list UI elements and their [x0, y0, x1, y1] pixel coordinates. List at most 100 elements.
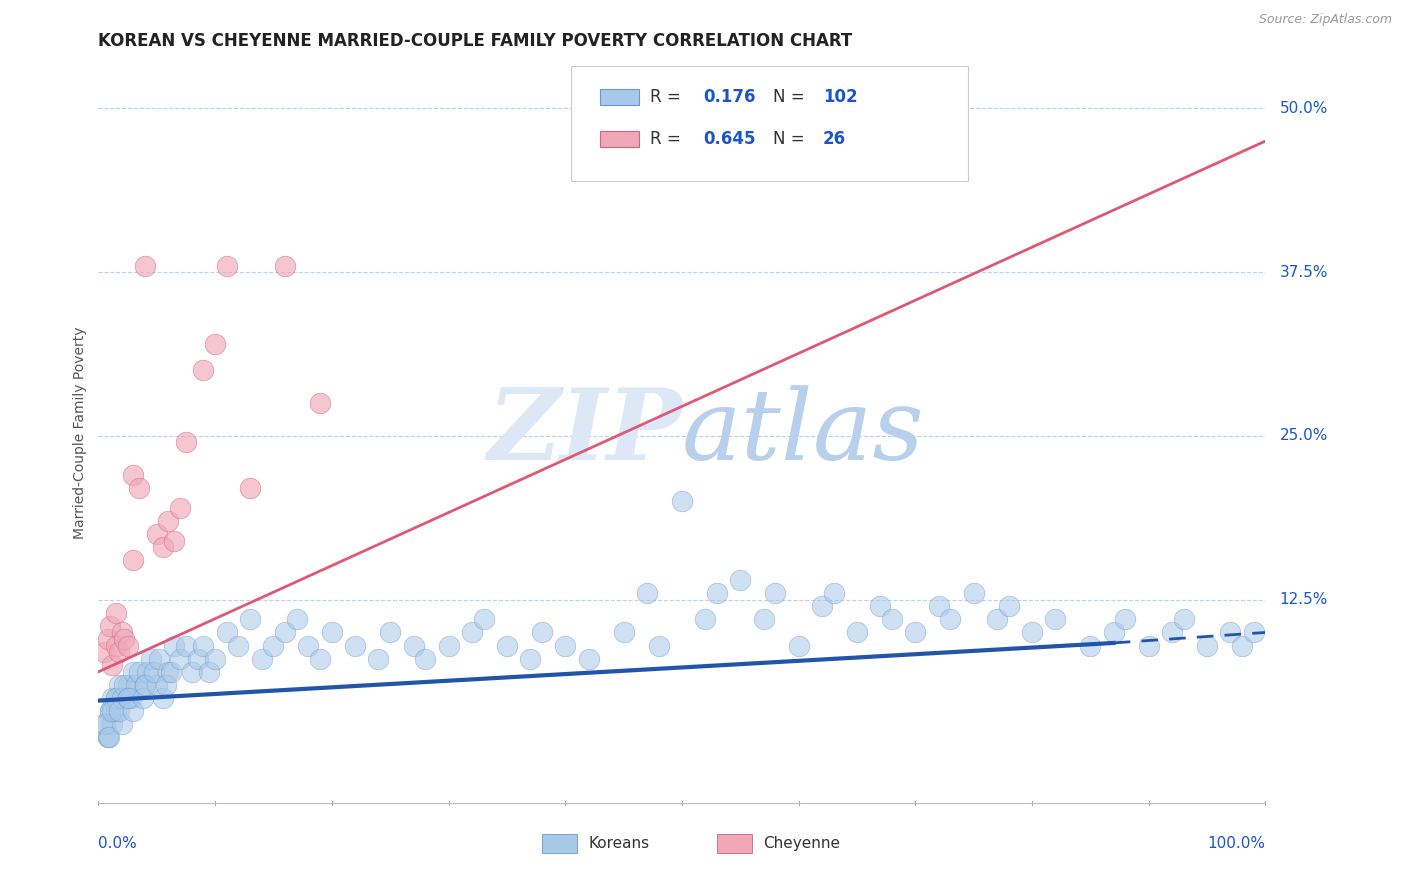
Point [108, 704, 131, 718]
Point [321, 625, 343, 640]
Point [101, 704, 124, 718]
Point [554, 639, 576, 653]
Point [180, 665, 202, 679]
Point [1102, 625, 1125, 640]
FancyBboxPatch shape [600, 89, 638, 105]
Point [104, 690, 127, 705]
Point [904, 625, 927, 640]
Point [1161, 625, 1184, 640]
Text: N =: N = [773, 88, 804, 106]
Point [117, 678, 139, 692]
Point [104, 690, 127, 705]
Point [519, 651, 541, 665]
Point [97, 632, 120, 646]
Point [1219, 625, 1241, 640]
Point [122, 553, 145, 567]
Point [1114, 612, 1136, 626]
Point [530, 625, 553, 640]
Point [671, 494, 693, 508]
Point [187, 651, 209, 665]
Text: N =: N = [773, 129, 804, 148]
Point [846, 625, 869, 640]
Point [1173, 612, 1195, 626]
Point [174, 435, 197, 450]
Text: 0.645: 0.645 [703, 129, 755, 148]
Point [134, 678, 156, 692]
Point [152, 690, 174, 705]
Text: 0.176: 0.176 [703, 88, 755, 106]
Point [146, 527, 169, 541]
Point [159, 665, 181, 679]
Point [413, 651, 436, 665]
Point [928, 599, 950, 614]
Text: 0.0%: 0.0% [98, 836, 138, 851]
Point [101, 690, 124, 705]
Point [169, 500, 191, 515]
Point [262, 639, 284, 653]
Text: 37.5%: 37.5% [1279, 265, 1327, 279]
Point [163, 533, 186, 548]
Text: 102: 102 [823, 88, 858, 106]
Point [111, 717, 134, 731]
Point [104, 704, 127, 718]
Point [472, 612, 495, 626]
Point [695, 612, 717, 626]
Point [869, 599, 891, 614]
Point [239, 481, 262, 495]
Point [134, 678, 156, 692]
Text: R =: R = [651, 88, 681, 106]
Point [117, 639, 139, 653]
Point [117, 690, 139, 705]
Point [239, 612, 262, 626]
Point [986, 612, 1008, 626]
Point [461, 625, 484, 640]
Point [193, 363, 215, 377]
Point [1195, 639, 1218, 653]
Point [402, 639, 425, 653]
Point [120, 690, 142, 705]
Point [97, 731, 120, 745]
Point [104, 639, 127, 653]
Text: 12.5%: 12.5% [1279, 592, 1327, 607]
Point [174, 639, 197, 653]
Point [98, 619, 121, 633]
Point [297, 639, 319, 653]
Text: 25.0%: 25.0% [1279, 428, 1327, 443]
Point [1021, 625, 1043, 640]
Point [1243, 625, 1265, 640]
Point [112, 632, 135, 646]
Point [157, 514, 180, 528]
Point [285, 612, 308, 626]
Point [344, 639, 367, 653]
Point [112, 678, 135, 692]
Point [811, 599, 834, 614]
Point [204, 337, 226, 351]
Point [939, 612, 962, 626]
Point [763, 586, 786, 600]
Point [380, 625, 402, 640]
FancyBboxPatch shape [600, 130, 638, 147]
Point [578, 651, 600, 665]
FancyBboxPatch shape [717, 834, 752, 853]
Point [104, 606, 127, 620]
Point [274, 625, 297, 640]
Text: atlas: atlas [682, 385, 925, 480]
Point [97, 731, 120, 745]
Point [134, 259, 156, 273]
Point [152, 541, 174, 555]
Point [787, 639, 810, 653]
Point [730, 573, 752, 587]
Text: R =: R = [651, 129, 681, 148]
Point [1045, 612, 1067, 626]
Text: 50.0%: 50.0% [1279, 101, 1327, 116]
Point [163, 639, 186, 653]
Point [148, 651, 170, 665]
Point [93, 717, 115, 731]
Point [117, 690, 139, 705]
Point [198, 665, 221, 679]
Point [125, 678, 148, 692]
Point [122, 468, 145, 483]
Point [997, 599, 1019, 614]
Point [128, 481, 150, 495]
Point [143, 665, 166, 679]
